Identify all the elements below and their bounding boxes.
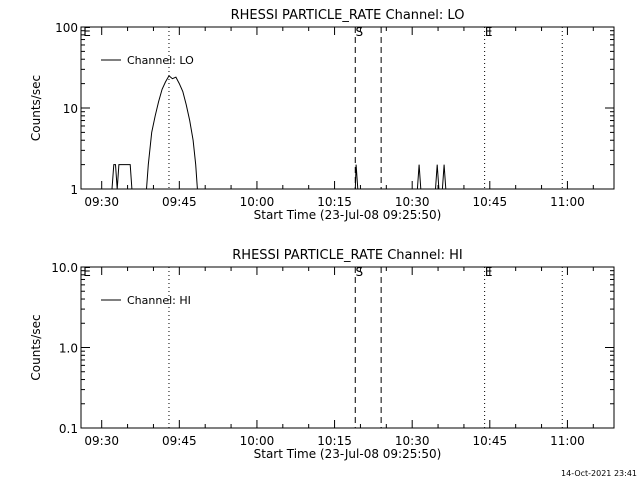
x-tick-label: 09:45 — [162, 434, 197, 448]
legend-label: Channel: HI — [127, 294, 191, 307]
marker-label: E — [485, 25, 493, 39]
x-tick-label: 10:00 — [240, 434, 275, 448]
y-tick-label: 10 — [63, 102, 78, 116]
x-tick-label: 10:15 — [317, 434, 352, 448]
x-tick-label: 10:00 — [240, 195, 275, 209]
x-tick-label: 10:45 — [473, 195, 508, 209]
y-tick-label: 1 — [70, 183, 78, 197]
y-axis-label: Counts/sec — [29, 314, 43, 380]
x-tick-label: 11:00 — [550, 195, 585, 209]
marker-label: E — [485, 265, 493, 279]
legend-label: Channel: LO — [127, 54, 194, 67]
x-tick-label: 09:30 — [84, 434, 119, 448]
x-tick-label: 10:45 — [473, 434, 508, 448]
chart-panel-2: RHESSI PARTICLE_RATE Channel: HI 09:30 09:… — [29, 248, 615, 461]
y-tick-label: 1.0 — [59, 342, 78, 356]
corner-label: E — [83, 25, 91, 39]
x-tick-label: 10:15 — [317, 195, 352, 209]
x-axis-label: Start Time (23-Jul-08 09:25:50) — [254, 208, 442, 222]
x-tick-label: 11:00 — [550, 434, 585, 448]
chart-title: RHESSI PARTICLE_RATE Channel: HI — [232, 248, 462, 263]
y-tick-label: 0.1 — [59, 422, 78, 436]
x-tick-label: 10:30 — [395, 434, 430, 448]
x-tick-label: 09:30 — [84, 195, 119, 209]
footer-timestamp: 14-Oct-2021 23:41 — [561, 469, 637, 478]
data-series-1 — [111, 75, 447, 190]
x-tick-label: 09:45 — [162, 195, 197, 209]
marker-label: S — [355, 25, 363, 39]
x-axis-label: Start Time (23-Jul-08 09:25:50) — [254, 447, 442, 461]
x-tick-label: 10:30 — [395, 195, 430, 209]
chart-panel-1: RHESSI PARTICLE_RATE Channel: LO 09:30 09:… — [29, 8, 615, 222]
corner-label: E — [83, 265, 91, 279]
y-tick-label: 10.0 — [51, 261, 78, 275]
marker-label: S — [355, 265, 363, 279]
chart-title: RHESSI PARTICLE_RATE Channel: LO — [231, 8, 465, 23]
y-tick-label: 100 — [55, 21, 78, 35]
y-axis-label: Counts/sec — [29, 75, 43, 141]
